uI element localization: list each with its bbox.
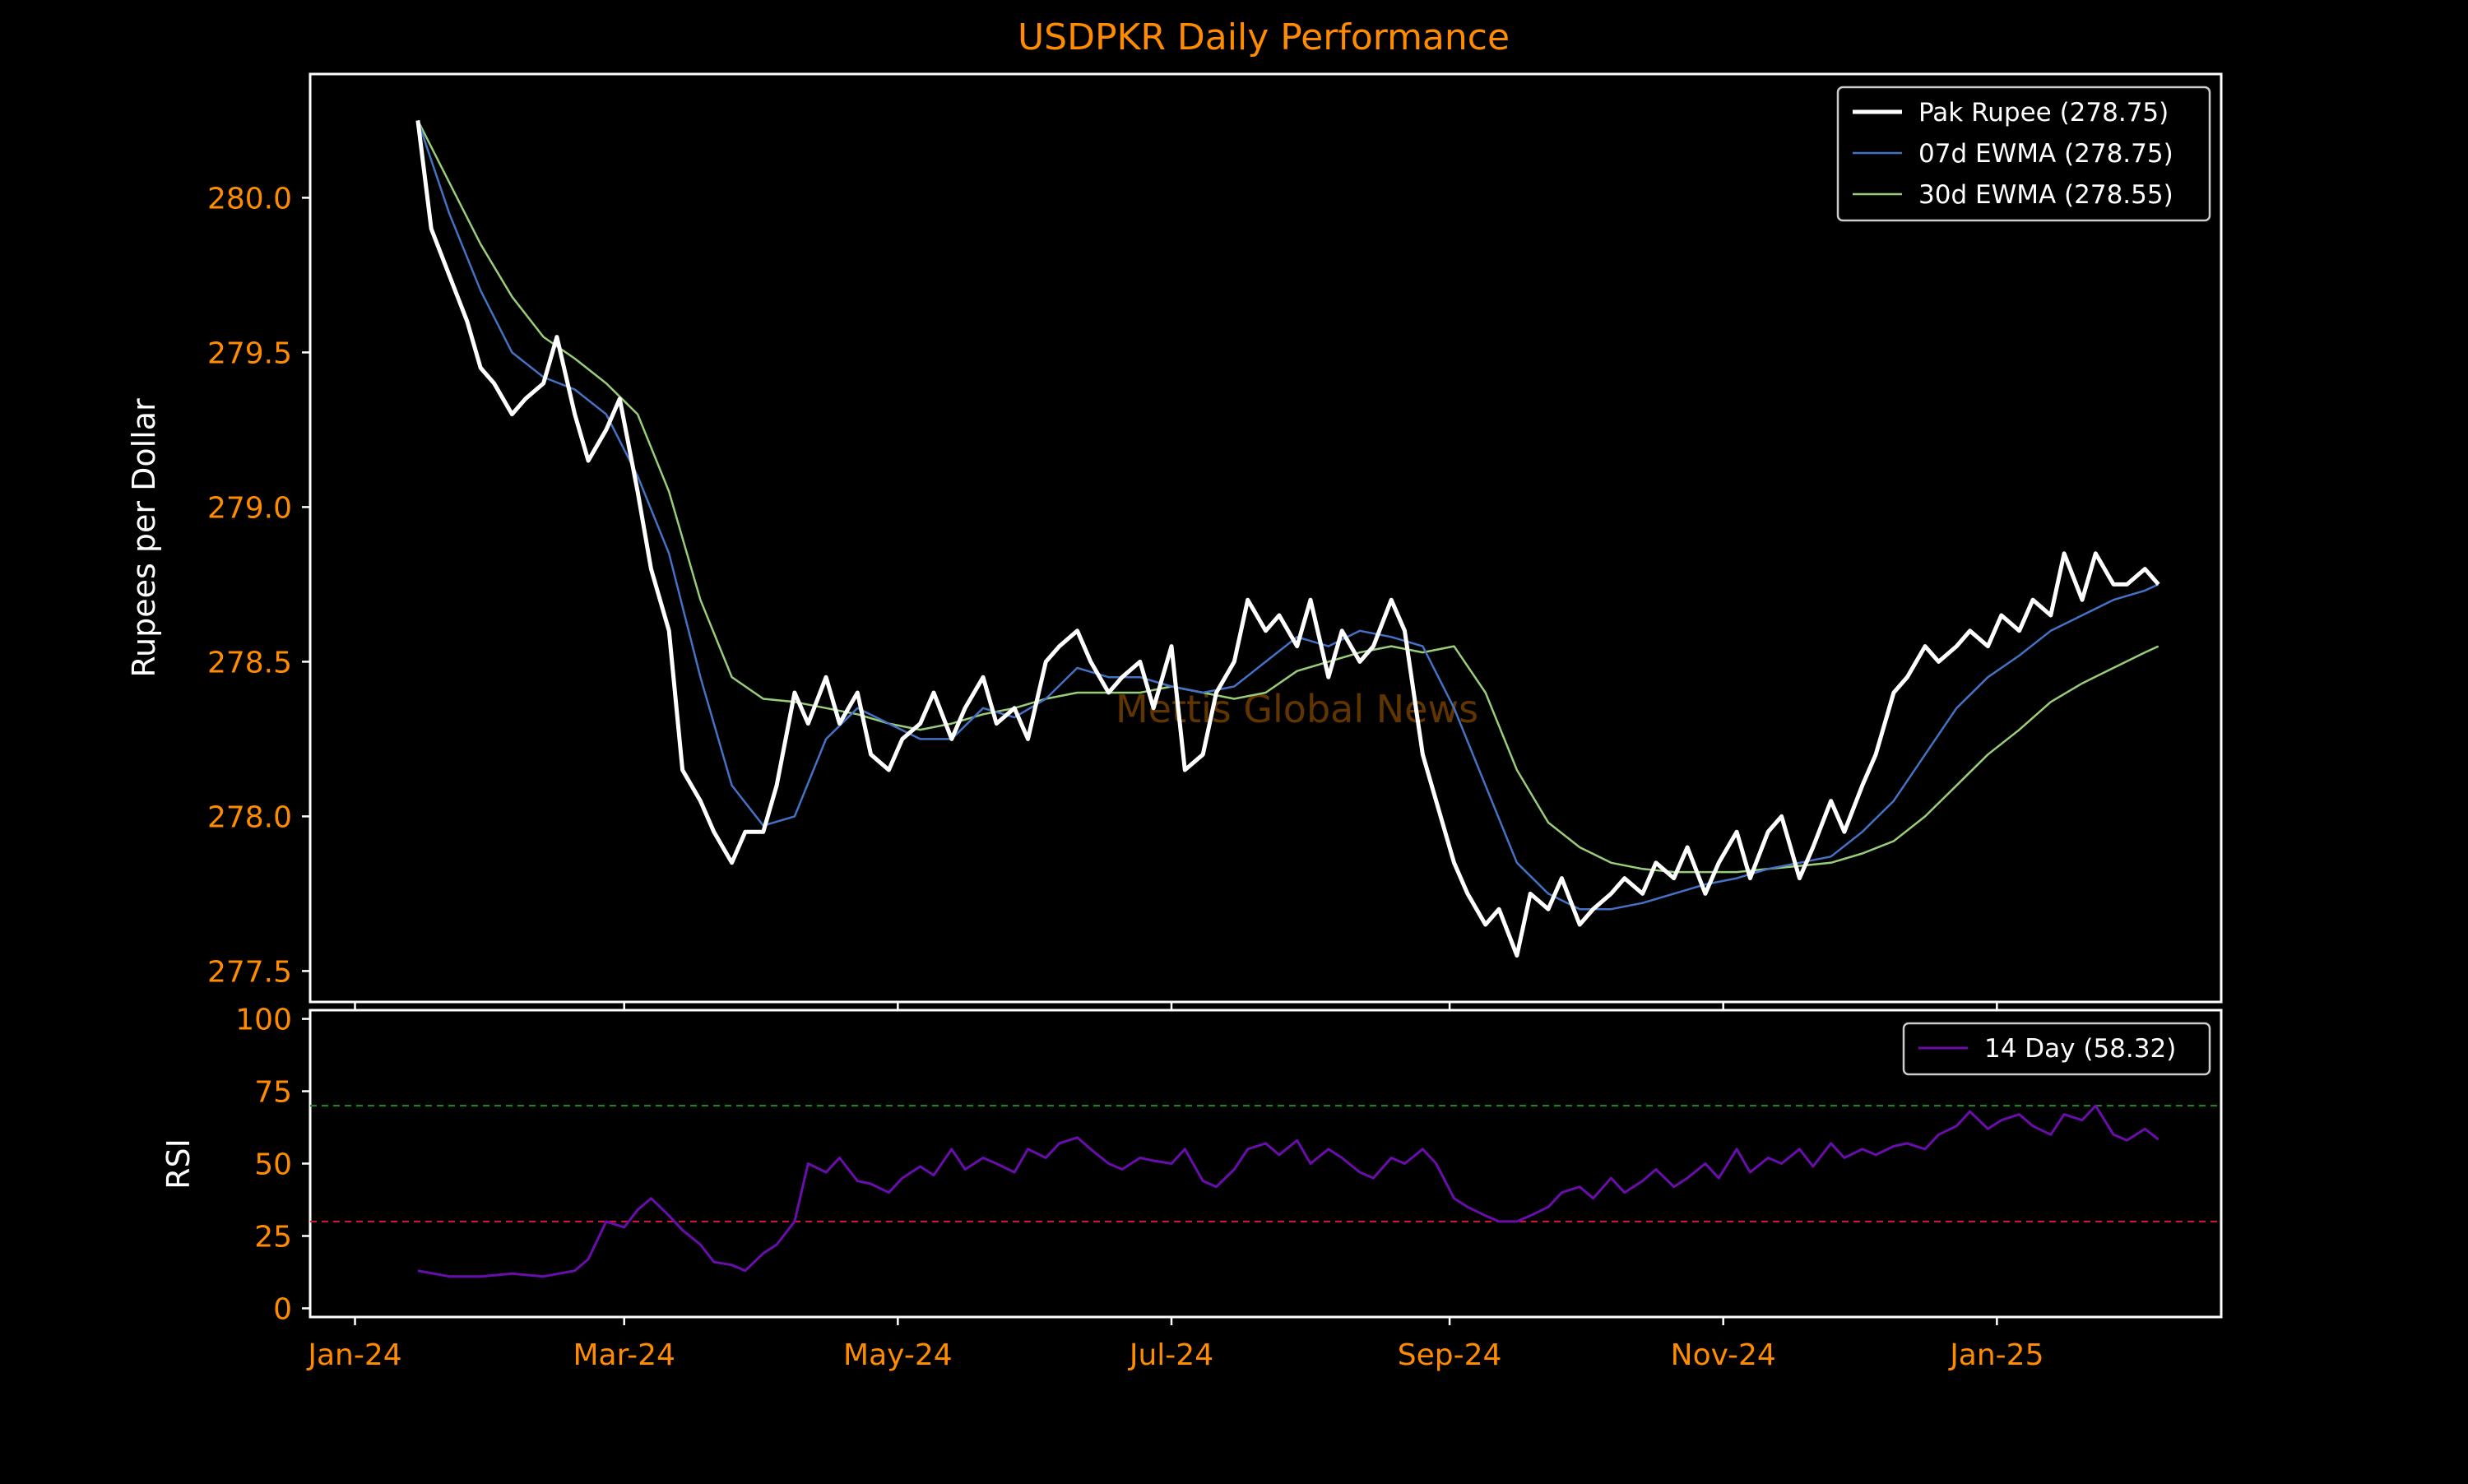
y-axis-label: Rupees per Dollar xyxy=(126,398,162,678)
series-line-primary xyxy=(417,1104,2160,1278)
y-tick-label: 0 xyxy=(273,1292,292,1326)
chart-title: USDPKR Daily Performance xyxy=(1018,16,1510,58)
x-tick-label: Jan-25 xyxy=(1948,1338,2044,1372)
y-tick-label: 278.0 xyxy=(207,800,292,834)
legend-label: 14 Day (58.32) xyxy=(1984,1034,2176,1064)
series-line-secondary-2 xyxy=(416,119,2160,874)
axes-frame xyxy=(308,72,2223,1004)
price-panel: Mettis Global News 277.5 278.0 278.5 279.0 27… xyxy=(126,72,2223,1010)
y-tick-label: 75 xyxy=(254,1076,292,1110)
legend-box xyxy=(1836,86,2211,222)
legend-label: Pak Rupee (278.75) xyxy=(1918,98,2169,128)
y-tick-label: 279.5 xyxy=(207,336,292,370)
series-line-primary xyxy=(415,120,2160,958)
x-tick-label: Jan-24 xyxy=(306,1338,401,1372)
y-tick-label: 279.0 xyxy=(207,491,292,525)
y-tick-label: 25 xyxy=(254,1220,292,1254)
legend-label: 30d EWMA (278.55) xyxy=(1918,180,2173,210)
y-tick-label: 278.5 xyxy=(207,646,292,679)
x-tick-label: Mar-24 xyxy=(573,1338,675,1372)
y-tick-label: 277.5 xyxy=(207,955,292,989)
y-tick-label: 280.0 xyxy=(207,182,292,216)
x-tick-label: Jul-24 xyxy=(1128,1338,1213,1372)
rsi-panel: 0 25 50 75 100 Jan-24 Mar-24 May-24 Jul-24 Sep-24… xyxy=(160,1004,2223,1372)
x-tick-label: Sep-24 xyxy=(1398,1338,1502,1372)
x-tick-label: Nov-24 xyxy=(1671,1338,1776,1372)
y-tick-label: 100 xyxy=(235,1004,292,1037)
legend-label: 07d EWMA (278.75) xyxy=(1918,139,2173,169)
x-tick-label: May-24 xyxy=(843,1338,953,1372)
legend-box xyxy=(1902,1022,2211,1076)
watermark-text: Mettis Global News xyxy=(1116,687,1478,731)
series-line-secondary-1 xyxy=(416,119,2160,911)
y-axis-label: RSI xyxy=(160,1139,197,1190)
y-tick-label: 50 xyxy=(254,1148,292,1182)
